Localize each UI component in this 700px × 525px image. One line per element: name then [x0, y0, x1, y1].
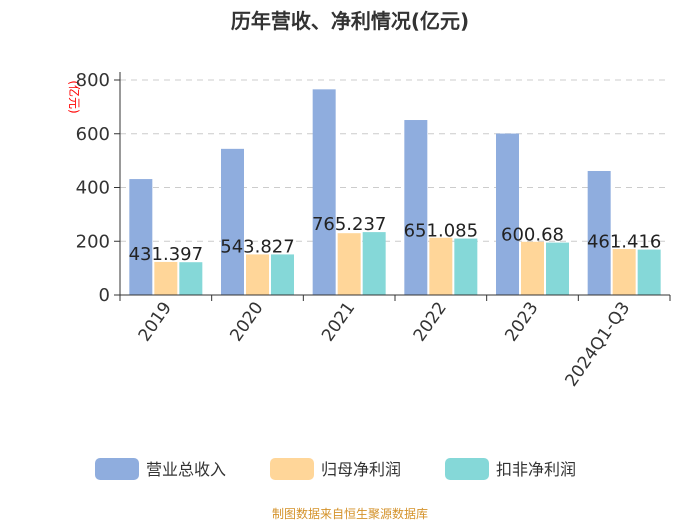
bar-deducted-net-profit	[454, 238, 478, 295]
bar-net-profit	[429, 237, 453, 295]
legend-swatch[interactable]	[445, 458, 489, 480]
data-label: 461.416	[587, 232, 661, 253]
bar-revenue	[129, 179, 153, 295]
data-labels: 431.397 543.827 765.237 651.085 600.68 461.41…	[129, 214, 662, 265]
legend-label[interactable]: 营业总收入	[146, 460, 226, 479]
bar-deducted-net-profit	[362, 232, 386, 295]
y-axis-unit-label: (亿元)	[67, 80, 82, 113]
gridlines	[120, 79, 670, 242]
x-tick-label: 2023	[501, 298, 542, 345]
y-tick-label: 600	[76, 124, 110, 145]
y-tick-label: 800	[76, 70, 110, 91]
bar-net-profit	[154, 261, 178, 295]
bar-revenue	[587, 170, 611, 295]
bar-net-profit	[521, 241, 544, 295]
y-tick-label: 400	[76, 178, 110, 199]
legend-label[interactable]: 归母净利润	[321, 460, 401, 479]
bar-deducted-net-profit	[271, 254, 294, 295]
legend: 营业总收入 归母净利润 扣非净利润	[95, 458, 576, 480]
bar-deducted-net-profit	[179, 262, 203, 295]
data-label: 600.68	[501, 225, 564, 246]
source-note: 制图数据来自恒生聚源数据库	[272, 506, 428, 521]
y-tick-label: 0	[99, 285, 110, 306]
legend-label[interactable]: 扣非净利润	[496, 460, 576, 479]
legend-swatch[interactable]	[270, 458, 314, 480]
bar-net-profit	[337, 233, 361, 295]
bar-revenue	[496, 133, 519, 295]
bar-deducted-net-profit	[546, 242, 569, 295]
chart-title: 历年营收、净利情况(亿元)	[231, 9, 469, 33]
bars	[129, 89, 661, 295]
x-tick-label: 2019	[135, 298, 176, 345]
x-tick-label: 2020	[226, 298, 267, 345]
bar-net-profit	[246, 254, 269, 295]
data-label: 431.397	[129, 244, 203, 265]
y-tick-label: 200	[76, 231, 110, 252]
data-label: 651.085	[404, 221, 478, 242]
x-tick-label: 2024Q1-Q3	[561, 298, 634, 390]
x-tick-label: 2021	[318, 298, 359, 345]
legend-swatch[interactable]	[95, 458, 139, 480]
bar-revenue	[221, 148, 244, 295]
bar-deducted-net-profit	[637, 249, 661, 295]
bar-revenue	[312, 89, 336, 295]
data-label: 543.827	[220, 236, 294, 257]
x-tick-label: 2022	[410, 298, 451, 345]
bar-revenue	[404, 120, 428, 295]
data-label: 765.237	[312, 214, 386, 235]
bar-net-profit	[612, 249, 636, 295]
